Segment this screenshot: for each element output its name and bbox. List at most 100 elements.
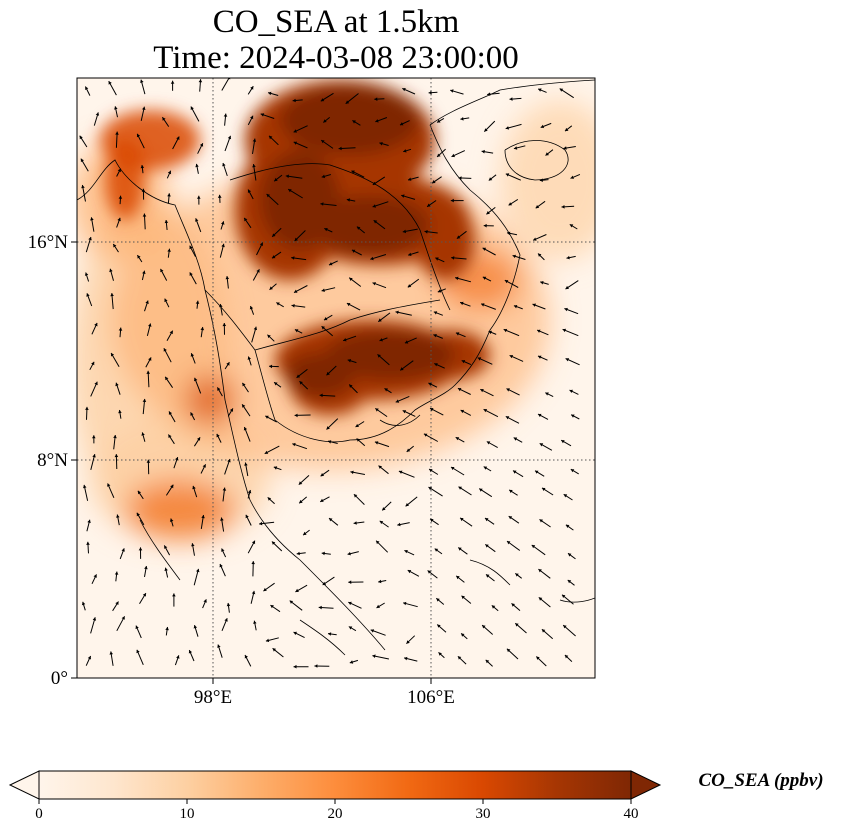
wind-arrow-head bbox=[201, 515, 205, 519]
wind-arrow-head bbox=[90, 217, 94, 221]
wind-arrow-head bbox=[508, 202, 513, 206]
wind-arrow-head bbox=[111, 353, 115, 357]
wind-arrow-head bbox=[202, 464, 206, 468]
wind-arrow-head bbox=[229, 408, 233, 412]
wind-arrow-head bbox=[538, 253, 542, 257]
wind-arrow-head bbox=[427, 570, 432, 574]
wind-arrow-head bbox=[298, 481, 303, 485]
wind-arrow-head bbox=[146, 459, 151, 463]
wind-arrow-head bbox=[372, 204, 376, 208]
wind-arrow-head bbox=[193, 625, 198, 629]
wind-arrow-head bbox=[118, 195, 123, 199]
wind-arrow-head bbox=[485, 544, 489, 548]
colorbar-extend-min bbox=[8, 770, 40, 800]
wind-arrow-head bbox=[91, 361, 95, 366]
wind-arrow-head bbox=[321, 140, 325, 144]
wind-arrow-head bbox=[400, 122, 404, 126]
wind-arrow-head bbox=[540, 281, 544, 285]
wind-arrow-head bbox=[540, 124, 545, 129]
wind-arrow-head bbox=[294, 289, 298, 293]
wind-arrow-head bbox=[428, 487, 432, 491]
wind-arrow-head bbox=[539, 519, 543, 523]
wind-arrow-head bbox=[451, 467, 455, 471]
wind-arrow-head bbox=[507, 231, 511, 236]
wind-arrow-head bbox=[164, 545, 168, 549]
wind-arrow-head bbox=[295, 588, 299, 592]
wind-arrow-head bbox=[272, 255, 276, 259]
wind-arrow-head bbox=[142, 106, 146, 110]
wind-arrow-head bbox=[563, 146, 567, 150]
wind-arrow-head bbox=[326, 426, 330, 430]
wind-arrow-head bbox=[191, 543, 195, 547]
wind-arrow-head bbox=[488, 330, 492, 335]
wind-arrow-head bbox=[199, 143, 204, 147]
wind-arrow-head bbox=[436, 598, 440, 602]
wind-arrow-head bbox=[145, 300, 149, 304]
wind-arrow-head bbox=[485, 518, 489, 522]
wind-arrow-head bbox=[216, 433, 220, 438]
wind-arrow-head bbox=[437, 289, 442, 293]
wind-arrow-head bbox=[348, 601, 352, 606]
lat-tick-label: 16°N bbox=[28, 232, 69, 253]
wind-arrow-head bbox=[165, 376, 169, 381]
wind-arrow-head bbox=[320, 473, 325, 477]
wind-arrow-head bbox=[513, 437, 518, 441]
wind-arrow-head bbox=[372, 282, 376, 286]
wind-arrow-head bbox=[294, 237, 298, 241]
wind-arrow-head bbox=[570, 469, 575, 473]
wind-arrow-head bbox=[319, 393, 323, 398]
wind-arrow-head bbox=[321, 288, 325, 292]
wind-arrow-head bbox=[542, 487, 546, 491]
wind-arrow-head bbox=[433, 311, 438, 315]
wind-arrow-head bbox=[563, 494, 568, 498]
wind-arrow-head bbox=[564, 655, 569, 659]
wind-arrow-head bbox=[121, 616, 125, 620]
wind-arrow-head bbox=[480, 389, 484, 393]
wind-arrow-head bbox=[288, 189, 292, 193]
wind-arrow-head bbox=[403, 149, 407, 153]
wind-arrow-head bbox=[561, 440, 565, 444]
wind-arrow-head bbox=[81, 185, 85, 189]
wind-arrow-head bbox=[568, 553, 572, 557]
wind-arrow-head bbox=[92, 435, 96, 439]
wind-arrow-head bbox=[482, 247, 487, 251]
wind-arrow-head bbox=[160, 268, 164, 273]
wind-arrow-head bbox=[274, 177, 278, 182]
wind-arrow-head bbox=[276, 302, 280, 306]
wind-arrow-head bbox=[107, 483, 111, 487]
wind-arrow-head bbox=[272, 648, 276, 652]
wind-arrow-head bbox=[533, 237, 537, 241]
wind-arrow-head bbox=[272, 233, 276, 237]
wind-arrow-head bbox=[402, 229, 407, 234]
colorbar bbox=[8, 770, 662, 804]
wind-arrow-head bbox=[507, 541, 511, 545]
wind-arrow-head bbox=[273, 466, 278, 470]
wind-arrow-head bbox=[406, 640, 410, 644]
wind-arrow-head bbox=[142, 593, 146, 597]
wind-arrow-head bbox=[491, 605, 496, 609]
wind-arrow-head bbox=[243, 427, 248, 431]
wind-arrow-head bbox=[87, 519, 91, 523]
wind-arrow-head bbox=[114, 571, 119, 575]
wind-arrow-head bbox=[291, 256, 295, 260]
wind-arrow-head bbox=[541, 629, 546, 633]
wind-arrow-head bbox=[270, 605, 274, 609]
wind-arrow-head bbox=[545, 152, 549, 156]
wind-arrow-head bbox=[509, 489, 513, 494]
wind-arrow-head bbox=[115, 601, 119, 605]
wind-vectors bbox=[79, 78, 581, 669]
wind-arrow-head bbox=[565, 358, 570, 362]
wind-arrow-head bbox=[356, 438, 360, 442]
wind-arrow-head bbox=[384, 388, 388, 392]
wind-arrow-head bbox=[408, 177, 412, 181]
wind-arrow-head bbox=[535, 470, 539, 474]
colorbar-title: CO_SEA (ppbv) bbox=[698, 770, 824, 791]
wind-arrow-head bbox=[299, 381, 303, 385]
wind-arrow-head bbox=[372, 181, 377, 185]
lat-tick-label: 8°N bbox=[37, 450, 68, 471]
colorbar-tick-label: 0 bbox=[35, 806, 43, 822]
wind-arrow-head bbox=[247, 356, 251, 360]
wind-arrow-head bbox=[95, 112, 100, 116]
wind-arrow-head bbox=[379, 338, 383, 342]
wind-arrow-head bbox=[222, 323, 227, 327]
